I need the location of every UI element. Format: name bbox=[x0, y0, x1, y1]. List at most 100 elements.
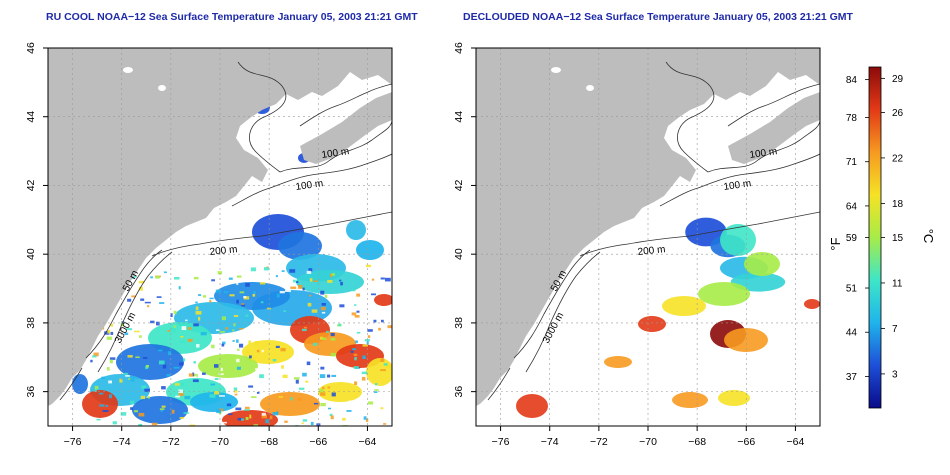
sst-speckle bbox=[195, 311, 202, 315]
sst-speckle bbox=[135, 356, 140, 359]
sst-speckle bbox=[331, 392, 336, 397]
sst-speckle bbox=[302, 419, 308, 422]
sst-speckle bbox=[214, 391, 220, 395]
sst-speckle bbox=[313, 280, 319, 282]
sst-speckle bbox=[162, 364, 167, 369]
sst-speckle bbox=[305, 380, 309, 383]
land-mass bbox=[48, 48, 392, 406]
sst-speckle bbox=[234, 389, 238, 393]
sst-speckle bbox=[229, 280, 235, 283]
sst-speckle bbox=[339, 304, 345, 308]
fahrenheit-tick-label: 71 bbox=[846, 157, 858, 168]
sst-speckle bbox=[229, 294, 235, 297]
sst-speckle bbox=[259, 374, 264, 379]
sst-speckle bbox=[170, 313, 173, 317]
lat-tick-label: 44 bbox=[25, 111, 37, 123]
sst-speckle bbox=[329, 273, 333, 278]
sst-speckle bbox=[330, 338, 333, 341]
sst-speckle bbox=[246, 350, 250, 354]
sst-speckle bbox=[244, 406, 250, 410]
sst-speckle bbox=[156, 296, 162, 298]
sst-speckle bbox=[184, 395, 191, 400]
lat-tick-label: 42 bbox=[453, 179, 465, 191]
sst-speckle bbox=[198, 294, 202, 297]
sst-speckle bbox=[293, 377, 300, 380]
isobath-line bbox=[707, 119, 820, 173]
sst-speckle bbox=[293, 279, 296, 283]
lat-tick-label: 44 bbox=[453, 111, 465, 123]
sst-speckle bbox=[126, 328, 133, 331]
sst-speckle bbox=[193, 276, 199, 280]
sst-speckle bbox=[276, 293, 280, 298]
sst-speckle bbox=[275, 345, 280, 349]
celsius-tick-label: 7 bbox=[892, 324, 898, 335]
sst-speckle bbox=[119, 378, 123, 383]
sst-speckle bbox=[289, 269, 296, 273]
sst-patches bbox=[72, 75, 392, 426]
sst-speckle bbox=[315, 387, 320, 391]
left-lon-axis: −76 −74 −72 −70 −68 −66 −64 bbox=[64, 426, 376, 448]
sst-speckle bbox=[174, 383, 180, 386]
sst-speckle bbox=[320, 366, 325, 370]
sst-speckle bbox=[283, 310, 287, 313]
sst-patch bbox=[198, 354, 258, 378]
sst-speckle bbox=[106, 336, 112, 340]
sst-speckle bbox=[196, 344, 200, 348]
sst-speckle bbox=[370, 418, 377, 422]
temperature-colorbar: 84 78 71 64 59 51 44 37 29 26 22 18 15 11 7 3 °F °C bbox=[828, 66, 936, 409]
sst-speckle bbox=[351, 348, 357, 351]
isobath-line bbox=[299, 83, 392, 127]
sst-speckle bbox=[272, 358, 277, 362]
sst-speckle bbox=[195, 306, 199, 311]
sst-speckle bbox=[330, 332, 335, 337]
sst-speckle bbox=[269, 415, 273, 420]
sst-speckle bbox=[142, 357, 148, 359]
lon-tick-label: −76 bbox=[64, 436, 82, 448]
sst-patch bbox=[718, 390, 750, 406]
sst-speckle bbox=[96, 418, 101, 421]
sst-speckle bbox=[187, 327, 192, 330]
celsius-tick-label: 22 bbox=[892, 153, 904, 164]
sst-speckle bbox=[92, 355, 97, 358]
lat-tick-label: 46 bbox=[453, 42, 465, 54]
sst-speckle bbox=[179, 362, 184, 366]
sst-speckle bbox=[330, 415, 334, 420]
sst-speckle bbox=[180, 336, 184, 338]
sst-patch bbox=[724, 328, 768, 352]
sst-speckle bbox=[295, 379, 299, 384]
isobath-label: 100 m bbox=[295, 178, 324, 193]
sst-speckle bbox=[131, 295, 137, 298]
sst-speckle bbox=[280, 348, 286, 352]
sst-speckle bbox=[109, 359, 113, 364]
sst-patch bbox=[374, 294, 392, 306]
sst-speckle bbox=[133, 410, 139, 413]
sst-speckle bbox=[233, 315, 239, 317]
isobath-label: 100 m bbox=[749, 146, 778, 161]
sst-patch bbox=[804, 299, 820, 309]
sst-speckle bbox=[117, 341, 121, 343]
sst-speckle bbox=[233, 387, 238, 391]
sst-speckle bbox=[327, 407, 332, 410]
sst-speckle bbox=[381, 307, 384, 310]
sst-speckle bbox=[311, 309, 318, 313]
lon-tick-label: −70 bbox=[639, 436, 657, 448]
sst-speckle bbox=[215, 289, 221, 293]
sst-speckle bbox=[239, 291, 245, 294]
sst-speckle bbox=[236, 358, 240, 363]
sst-speckle bbox=[130, 400, 135, 405]
fahrenheit-ticks: 84 78 71 64 59 51 44 37 bbox=[846, 75, 869, 383]
sst-speckle bbox=[221, 421, 227, 424]
sst-speckle bbox=[290, 397, 293, 401]
sst-speckle bbox=[331, 374, 337, 377]
fahrenheit-tick-label: 84 bbox=[846, 75, 858, 86]
sst-speckle bbox=[321, 302, 326, 306]
sst-speckle bbox=[167, 330, 171, 332]
sst-speckle bbox=[200, 332, 207, 336]
sst-speckle bbox=[381, 319, 384, 323]
sst-speckle bbox=[378, 327, 381, 331]
celsius-tick-label: 18 bbox=[892, 199, 904, 210]
lon-tick-label: −66 bbox=[737, 436, 755, 448]
sst-speckle bbox=[147, 396, 150, 399]
isobath-line bbox=[513, 249, 591, 359]
